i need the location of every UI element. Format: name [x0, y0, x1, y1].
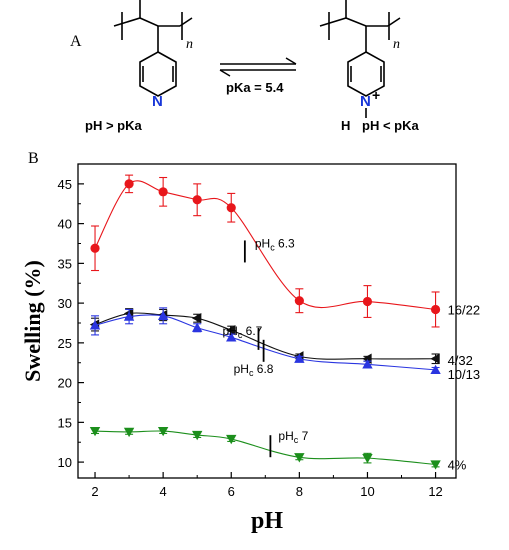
y-tick-label: 40: [58, 217, 72, 232]
reaction-scheme: A n N pH > pKa pKa = 5.4 n N + H pH <: [70, 0, 419, 133]
phc-annotation: pHc 6.3: [243, 236, 295, 263]
phc-annotation: pHc 6.7: [222, 324, 263, 350]
data-point: [430, 353, 440, 364]
data-point: [123, 311, 135, 321]
data-point: [294, 453, 305, 463]
series-end-label: 4%: [448, 457, 467, 472]
data-point: [226, 324, 236, 336]
chart-panel-label: B: [28, 150, 39, 167]
x-tick-label: 6: [228, 484, 235, 499]
x-tick-label: 2: [91, 484, 98, 499]
phc-label: pHc 7: [278, 429, 308, 445]
x-tick-label: 12: [428, 484, 442, 499]
data-point: [294, 296, 304, 306]
series-line: [95, 430, 436, 466]
phc-label: pHc 6.3: [255, 236, 295, 252]
pyridine-nitrogen-left: N: [152, 93, 163, 110]
data-point: [89, 426, 101, 437]
data-point: [124, 179, 134, 189]
data-point: [89, 320, 101, 330]
data-point: [362, 359, 373, 369]
series-end-label: 4/32: [448, 353, 473, 368]
phc-label: pHc 6.8: [234, 362, 274, 378]
scheme-panel-label: A: [70, 33, 82, 50]
series-end-label: 16/22: [448, 302, 481, 317]
left-condition-label: pH > pKa: [85, 118, 142, 133]
y-tick-label: 25: [58, 336, 72, 351]
series-0: 16/22: [90, 174, 481, 328]
data-point: [90, 243, 100, 253]
data-point: [226, 203, 236, 213]
pyridinium-hydrogen: H: [341, 118, 350, 133]
data-point: [294, 353, 305, 363]
pyridinium-nitrogen-right: N: [360, 93, 371, 110]
series-end-label: 10/13: [448, 367, 481, 382]
protonated-polymer-structure: [319, 0, 401, 118]
y-tick-label: 20: [58, 376, 72, 391]
y-axis-label: Swelling (%): [20, 260, 45, 382]
data-point: [430, 304, 441, 315]
plot-frame: [77, 163, 457, 479]
series-3: 4%: [89, 426, 467, 472]
repeat-subscript-right: n: [393, 37, 400, 52]
pyridinium-charge: +: [372, 87, 380, 103]
series-2: 10/13: [89, 307, 481, 382]
x-tick-label: 8: [296, 484, 303, 499]
data-point: [191, 430, 203, 441]
data-point: [430, 460, 441, 470]
series-1: 4/32: [89, 308, 473, 368]
phc-annotation: pHc 6.8: [234, 339, 274, 378]
data-point: [430, 364, 441, 375]
y-tick-label: 35: [58, 256, 72, 271]
y-tick-label: 15: [58, 415, 72, 430]
data-point: [192, 195, 202, 205]
phc-label: pHc 6.7: [222, 324, 262, 340]
equilibrium-arrows: [219, 57, 297, 77]
repeat-subscript-left: n: [186, 37, 193, 52]
swelling-chart: B 2 4 6 8 10 12 10 15 20 25 30 35 40 45 pH Swelling (%)…: [20, 150, 481, 534]
series-line: [94, 312, 436, 360]
data-point: [362, 453, 373, 464]
y-tick-label: 45: [58, 177, 72, 192]
data-point: [362, 296, 373, 307]
neutral-polymer-structure: [113, 0, 193, 97]
data-point: [191, 313, 202, 324]
y-tick-label: 10: [58, 455, 72, 470]
data-point: [157, 310, 169, 320]
phc-annotation: pHc 7: [269, 429, 309, 458]
data-point: [226, 332, 237, 342]
y-tick-label: 30: [58, 296, 72, 311]
x-tick-label: 10: [360, 484, 374, 499]
x-axis-label: pH: [251, 508, 283, 534]
right-condition-label: pH < pKa: [362, 118, 419, 133]
data-point: [158, 187, 168, 197]
x-tick-label: 4: [160, 484, 167, 499]
data-point: [123, 427, 135, 438]
data-point: [191, 322, 203, 332]
pka-label: pKa = 5.4: [226, 80, 284, 95]
data-point: [157, 426, 169, 437]
data-point: [226, 434, 237, 445]
